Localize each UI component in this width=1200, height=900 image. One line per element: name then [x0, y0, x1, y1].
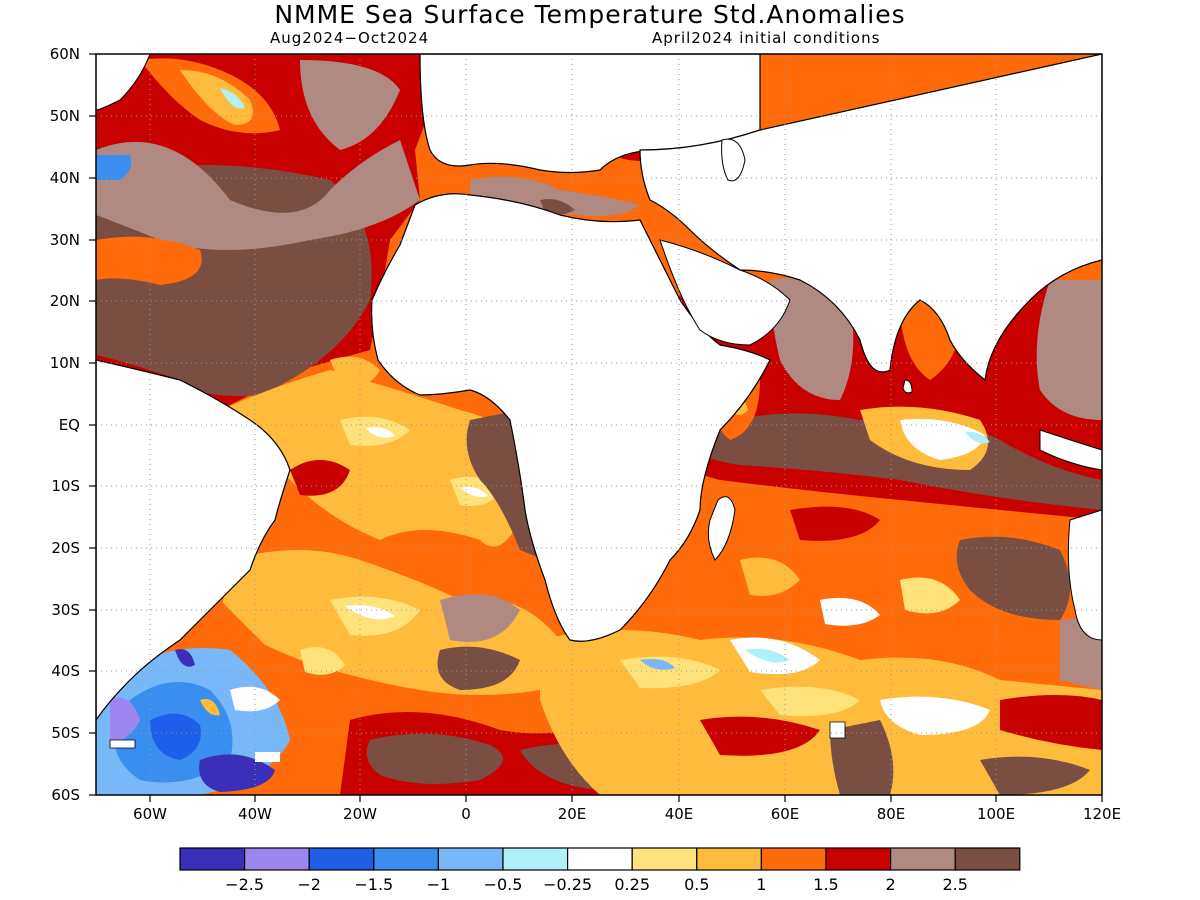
lat-label: 40S — [51, 662, 80, 680]
graticule — [96, 54, 1102, 795]
axis-ticks — [89, 53, 1103, 802]
colorbar-tick-label: 1.5 — [813, 875, 838, 894]
colorbar-swatch — [373, 847, 439, 871]
colorbar-tick-label: 0.5 — [684, 875, 709, 894]
sst-anomaly-field — [96, 54, 1102, 795]
colorbar-tick-label: −0.5 — [484, 875, 523, 894]
lat-label: 30N — [49, 231, 80, 249]
colorbar-swatch — [954, 847, 1021, 871]
colorbar-tick-label: −2.5 — [225, 875, 264, 894]
lon-label: 60W — [133, 805, 167, 823]
colorbar-swatch — [631, 847, 698, 871]
lon-label: 20E — [557, 805, 587, 823]
lon-label: 60E — [770, 805, 800, 823]
lon-label: 0 — [461, 805, 471, 823]
colorbar-swatch — [566, 847, 633, 871]
colorbar-swatch — [696, 847, 762, 871]
colorbar-tick-label: −2 — [297, 875, 321, 894]
lon-label: 120E — [1082, 805, 1122, 823]
colorbar-tick-label: −1.5 — [354, 875, 393, 894]
colorbar-tick-label: −0.25 — [543, 875, 592, 894]
lon-label: 80E — [876, 805, 906, 823]
africa-landmass — [371, 193, 771, 642]
initial-conditions: April2024 initial conditions — [652, 29, 881, 47]
lat-label: 60N — [49, 45, 80, 63]
lon-label: 100E — [976, 805, 1016, 823]
colorbar-tick-label: 2 — [886, 875, 896, 894]
lat-label: EQ — [58, 416, 80, 434]
lat-label: 10N — [49, 354, 80, 372]
colorbar-tick-label: −1 — [427, 875, 451, 894]
lat-label: 20N — [49, 292, 80, 310]
colorbar-tick-label: 1 — [756, 875, 766, 894]
colorbar-swatch — [437, 847, 504, 871]
colorbar-swatch — [889, 847, 956, 871]
lat-label: 50N — [49, 107, 80, 125]
colorbar: −2.5 −2 −1.5 −1 −0.5 −0.25 0.25 0.5 1 1.5 2 2.5 — [179, 847, 1021, 894]
colorbar-swatch — [308, 847, 375, 871]
lat-label: 50S — [51, 724, 80, 742]
colorbar-swatch — [825, 847, 892, 871]
south-america-landmass — [96, 359, 291, 722]
lat-label: 60S — [51, 786, 80, 804]
lon-label: 40W — [238, 805, 272, 823]
colorbar-tick-label: 0.25 — [614, 875, 650, 894]
colorbar-swatch — [244, 847, 310, 871]
lat-label: 10S — [51, 477, 80, 495]
lon-label: 20W — [343, 805, 377, 823]
colorbar-tick-label: 2.5 — [942, 875, 967, 894]
lat-label: 30S — [51, 601, 80, 619]
lat-label: 40N — [49, 169, 80, 187]
colorbar-swatch — [502, 847, 569, 871]
lon-label: 40E — [664, 805, 694, 823]
colorbar-swatch — [179, 847, 246, 871]
forecast-period: Aug2024−Oct2024 — [270, 29, 430, 47]
chart-title: NMME Sea Surface Temperature Std.Anomali… — [274, 0, 906, 29]
colorbar-swatch — [760, 847, 827, 871]
lat-label: 20S — [51, 539, 80, 557]
